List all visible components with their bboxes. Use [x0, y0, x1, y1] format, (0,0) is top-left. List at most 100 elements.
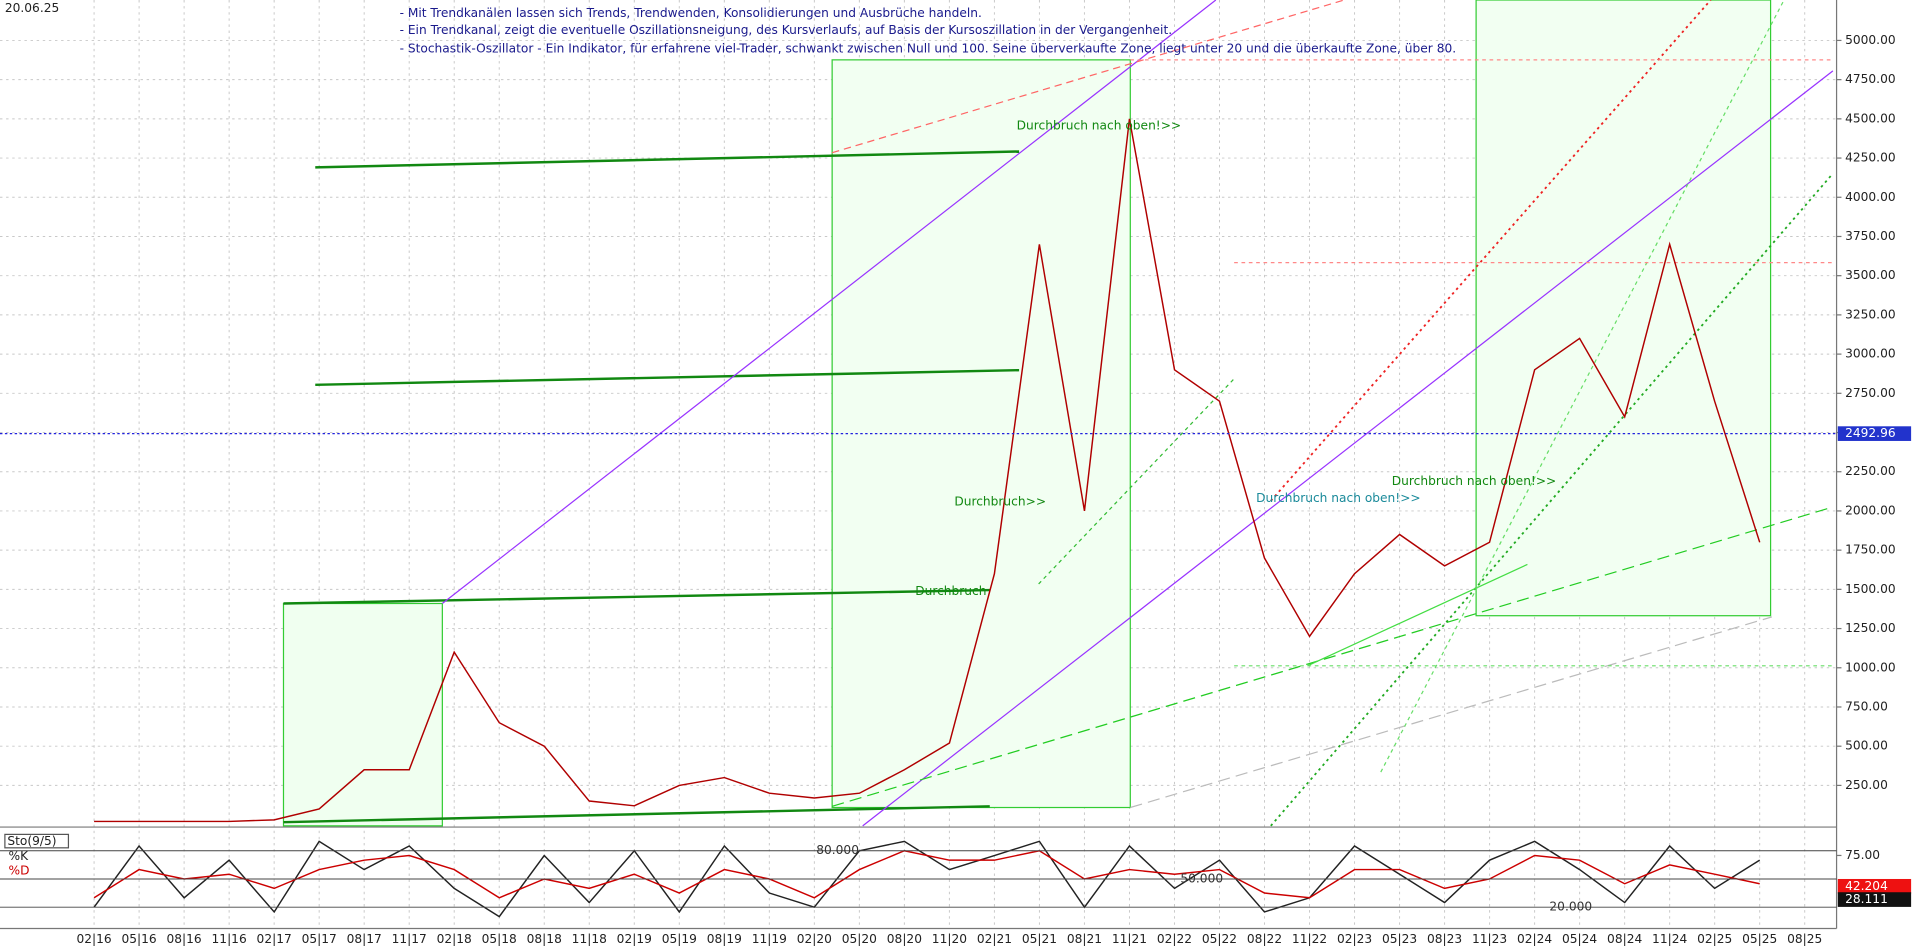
x-tick-label: 08|22: [1247, 932, 1282, 946]
y-tick-label: 1250.00: [1845, 621, 1895, 635]
annotation: Durchbruch nach oben!>>: [1017, 118, 1182, 132]
y-tick-label: 500.00: [1845, 739, 1888, 753]
channel-line: [315, 368, 1020, 387]
x-tick-label: 08|23: [1427, 932, 1462, 946]
zone-box: [282, 602, 443, 827]
y-tick-label: 3000.00: [1845, 347, 1895, 361]
value-label: 42.204: [1845, 879, 1888, 893]
legend-entry: %D: [9, 864, 30, 878]
x-tick-label: 05|18: [482, 932, 517, 946]
x-tick-label: 05|21: [1022, 932, 1057, 946]
indicator-box: [4, 833, 70, 849]
y-tick-label: 3500.00: [1845, 268, 1895, 282]
indicator-title: Sto(9/5): [7, 834, 56, 848]
channel-line: [315, 150, 1020, 169]
y-tick-label: 1750.00: [1845, 543, 1895, 557]
trend-line: [1130, 616, 1772, 809]
y-tick-label: 750.00: [1845, 699, 1888, 713]
trend-drawings: [282, 0, 1834, 827]
x-tick-label: 08|21: [1067, 932, 1102, 946]
y-tick-label: 3250.00: [1845, 307, 1895, 321]
level-label: 50.000: [1180, 871, 1223, 885]
series-line: [93, 849, 1760, 899]
x-tick-label: 08|25: [1787, 932, 1822, 946]
y-tick-label: 250.00: [1845, 778, 1888, 792]
x-tick-label: 02|18: [437, 932, 472, 946]
plot: [93, 118, 1761, 918]
trend-line: [831, 506, 1834, 807]
x-tick-label: 11|18: [572, 932, 607, 946]
y-tick-label: 2000.00: [1845, 503, 1895, 517]
y-tick-label: 75.00: [1845, 848, 1880, 862]
x-tick-label: 02|23: [1337, 932, 1372, 946]
annotation: Durchbruch>>: [954, 495, 1046, 509]
x-tick-label: 02|24: [1517, 932, 1552, 946]
x-tick-label: 05|20: [842, 932, 877, 946]
x-tick-label: 08|24: [1607, 932, 1642, 946]
y-tick-label: 4250.00: [1845, 151, 1895, 165]
legend-entry: %K: [9, 849, 30, 863]
x-tick-label: 08|19: [707, 932, 742, 946]
last-price-label: 2492.96: [1845, 426, 1895, 440]
y-tick-label: 2750.00: [1845, 386, 1895, 400]
x-tick-label: 05|23: [1382, 932, 1417, 946]
trend-line: [1038, 378, 1235, 585]
y-tick-label: 5000.00: [1845, 33, 1895, 47]
x-tick-label: 08|17: [347, 932, 382, 946]
value-label: 28.111: [1845, 892, 1888, 906]
x-tick-label: 11|20: [932, 932, 967, 946]
x-tick-label: 05|17: [302, 932, 337, 946]
trend-line: [441, 0, 1217, 604]
x-tick-label: 02|20: [797, 932, 832, 946]
x-tick-label: 02|21: [977, 932, 1012, 946]
channel-line: [283, 805, 990, 824]
x-tick-label: 11|22: [1292, 932, 1327, 946]
y-tick-label: 2250.00: [1845, 464, 1895, 478]
trend-line: [831, 0, 1345, 154]
y-tick-label: 4750.00: [1845, 72, 1895, 86]
x-tick-label: 02|19: [617, 932, 652, 946]
level-label: 20.000: [1549, 900, 1592, 914]
x-tick-label: 11|21: [1112, 932, 1147, 946]
x-tick-label: 02|16: [77, 932, 112, 946]
y-tick-label: 4000.00: [1845, 190, 1895, 204]
x-tick-label: 05|25: [1742, 932, 1777, 946]
x-tick-label: 11|24: [1652, 932, 1687, 946]
x-tick-label: 02|25: [1697, 932, 1732, 946]
annotation: Durchbruch nach oben!>>: [1392, 474, 1557, 488]
value-box: [1837, 892, 1912, 907]
x-tick-label: 11|17: [392, 932, 427, 946]
x-tick-label: 05|16: [122, 932, 157, 946]
x-tick-label: 11|16: [212, 932, 247, 946]
y-tick-label: 1500.00: [1845, 582, 1895, 596]
annotation: Durchbruch nach oben!>>: [1256, 491, 1421, 505]
x-tick-label: 11|19: [752, 932, 787, 946]
y-tick-label: 4500.00: [1845, 111, 1895, 125]
level-label: 80.000: [816, 843, 859, 857]
x-tick-label: 11|23: [1472, 932, 1507, 946]
y-tick-label: 3750.00: [1845, 229, 1895, 243]
x-tick-label: 05|22: [1202, 932, 1237, 946]
trend-line: [1307, 563, 1528, 667]
annotation: Durchbruch: [915, 584, 986, 598]
trend-line: [1270, 0, 1712, 502]
x-tick-label: 05|24: [1562, 932, 1597, 946]
note: - Ein Trendkanal, zeigt die eventuelle O…: [400, 23, 1173, 37]
x-tick-label: 02|17: [257, 932, 292, 946]
channel-line: [283, 588, 990, 605]
last-price-box: [1837, 426, 1912, 441]
trend-line: [1380, 0, 1785, 773]
y-tick-label: 1000.00: [1845, 660, 1895, 674]
x-tick-label: 08|16: [167, 932, 202, 946]
date-label: 20.06.25: [5, 1, 59, 15]
note: - Stochastik-Oszillator - Ein Indikator,…: [400, 41, 1457, 55]
x-tick-label: 08|18: [527, 932, 562, 946]
x-tick-label: 02|22: [1157, 932, 1192, 946]
series-line: [94, 118, 1761, 823]
value-box: [1837, 878, 1912, 894]
trend-line: [862, 70, 1834, 827]
note: - Mit Trendkanälen lassen sich Trends, T…: [400, 6, 982, 20]
x-tick-label: 05|19: [662, 932, 697, 946]
